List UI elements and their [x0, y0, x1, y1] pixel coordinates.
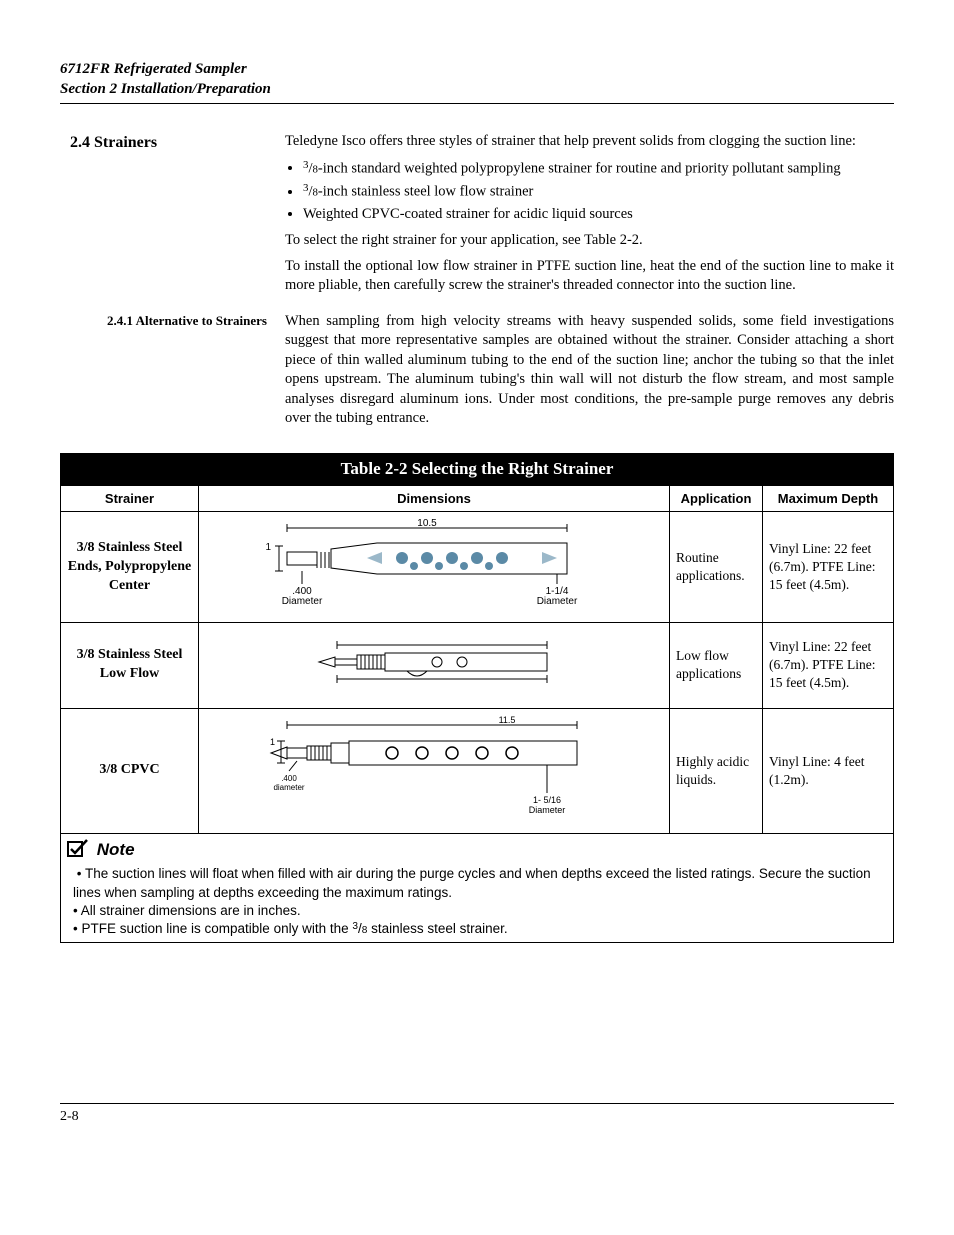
svg-text:.400: .400	[281, 774, 297, 783]
svg-text:Diameter: Diameter	[281, 596, 322, 607]
header-line1: 6712FR Refrigerated Sampler	[60, 60, 894, 80]
note-check-icon	[67, 838, 89, 863]
table-title: Table 2-2 Selecting the Right Strainer	[61, 454, 894, 486]
note-bullet-3-pre: PTFE suction line is compatible only wit…	[81, 921, 352, 936]
max-depth: Vinyl Line: 4 feet (1.2m).	[763, 708, 894, 834]
dimension-diagram: 11.5 1	[199, 708, 670, 834]
application: Routine applica­tions.	[670, 512, 763, 623]
svg-text:Diameter: Diameter	[536, 596, 577, 607]
diagram-poly-strainer: 10.5 1	[257, 516, 612, 611]
sec24-install: To install the optional low flow straine…	[285, 257, 894, 296]
diagram-lowflow-strainer	[257, 627, 612, 697]
note-bullet-3-post: stainless steel strainer.	[367, 921, 507, 936]
svg-text:1- 5/16: 1- 5/16	[532, 795, 560, 805]
col-strainer: Strainer	[61, 485, 199, 512]
table-row: 3/8 Stainless Steel Ends, Polypropylene …	[61, 512, 894, 623]
svg-text:11.5: 11.5	[498, 715, 515, 725]
svg-text:1: 1	[269, 737, 274, 747]
svg-text:Diameter: Diameter	[528, 805, 565, 815]
svg-text:1: 1	[265, 542, 271, 553]
bullet-stainless-lowflow: 3/8-inch stainless steel low flow strain…	[303, 181, 894, 202]
strainer-name: 3/8 Stainless Steel Low Flow	[61, 623, 199, 709]
note-bullet-1: The suction lines will float when filled…	[73, 866, 871, 899]
bullet-polypropylene: 3/8-inch standard weighted polypropylene…	[303, 158, 894, 179]
header-line2: Section 2 Installation/Preparation	[60, 80, 894, 100]
section-2-4-1-heading: 2.4.1 Alternative to Strainers	[107, 313, 267, 328]
strainer-name: 3/8 CPVC	[61, 708, 199, 834]
col-application: Application	[670, 485, 763, 512]
section-2-4-heading: 2.4 Strainers	[70, 134, 157, 151]
sec24-select-ref: To select the right strainer for your ap…	[285, 231, 894, 251]
application: Low flow applica­tions	[670, 623, 763, 709]
diagram-cpvc-strainer: 11.5 1	[257, 713, 612, 823]
note-label: Note	[97, 839, 135, 862]
dimension-diagram: 10.5 1	[199, 512, 670, 623]
running-header: 6712FR Refrigerated Sampler Section 2 In…	[60, 60, 894, 104]
max-depth: Vinyl Line: 22 feet (6.7m). PTFE Line: 1…	[763, 512, 894, 623]
bullet-cpvc: Weighted CPVC-coated strainer for acidic…	[303, 205, 894, 225]
page-footer: 2-8	[60, 1103, 894, 1127]
application: Highly acidic liquids.	[670, 708, 763, 834]
sec241-body: When sampling from high velocity streams…	[285, 312, 894, 429]
svg-text:10.5: 10.5	[417, 518, 437, 529]
page-number: 2-8	[60, 1109, 79, 1124]
svg-text:diameter: diameter	[273, 783, 304, 792]
col-max-depth: Maximum Depth	[763, 485, 894, 512]
max-depth: Vinyl Line: 22 feet (6.7m). PTFE Line: 1…	[763, 623, 894, 709]
sec24-intro: Teledyne Isco offers three styles of str…	[285, 132, 894, 152]
table-row: 3/8 CPVC 11.5 1	[61, 708, 894, 834]
note-bullet-2: All strainer dimensions are in inches.	[81, 903, 301, 918]
table-row: 3/8 Stainless Steel Low Flow	[61, 623, 894, 709]
strainer-name: 3/8 Stainless Steel Ends, Polypropylene …	[61, 512, 199, 623]
table-note-row: Note • The suction lines will float when…	[61, 834, 894, 943]
dimension-diagram	[199, 623, 670, 709]
col-dimensions: Dimensions	[199, 485, 670, 512]
strainer-style-list: 3/8-inch standard weighted polypropylene…	[303, 158, 894, 225]
table-2-2: Table 2-2 Selecting the Right Strainer S…	[60, 453, 894, 943]
